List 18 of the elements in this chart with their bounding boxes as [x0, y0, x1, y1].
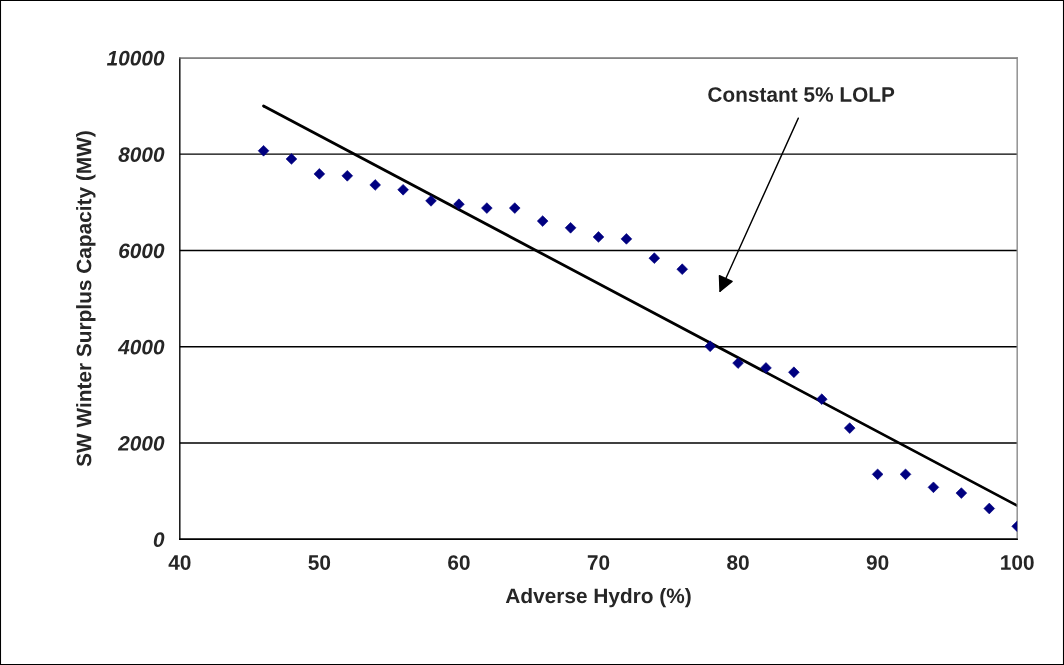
- y-tick-label: 0: [153, 532, 165, 548]
- y-tick-label: 4000: [117, 339, 165, 355]
- point: [369, 179, 381, 191]
- x-tick-label: 100: [1001, 555, 1034, 570]
- annotation: Constant 5% LOLP: [708, 87, 895, 102]
- y-tick-label: 8000: [118, 147, 165, 162]
- point: [927, 481, 940, 494]
- y-axis-title: SW Winter Surplus Capacity (MW): [76, 131, 96, 467]
- x-axis-title: Adverse Hydro (%): [505, 587, 691, 608]
- x-tick-label: 60: [448, 555, 470, 570]
- y-tick-label: 10000: [106, 50, 165, 66]
- x-tick-label: 70: [587, 555, 610, 570]
- y-tick-label: 6000: [119, 243, 165, 259]
- x-tick-label: 80: [727, 555, 749, 570]
- x-tick-label: 90: [866, 555, 889, 570]
- x-tick-label: 40: [168, 555, 191, 570]
- y-tick-label: 2000: [117, 436, 165, 451]
- x-tick-label: 50: [308, 555, 331, 570]
